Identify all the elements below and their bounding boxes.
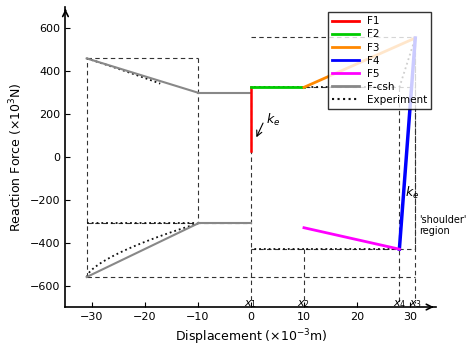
Y-axis label: Reaction Force ($\times10^3$N): Reaction Force ($\times10^3$N) [7,82,25,232]
Text: $k_e$: $k_e$ [266,112,280,128]
Text: $x_3$: $x_3$ [409,298,422,310]
Text: 'shoulder'
region: 'shoulder' region [419,215,467,236]
Text: $x_1$: $x_1$ [245,298,257,310]
Text: $x_2$: $x_2$ [298,298,310,310]
Text: $x_4$: $x_4$ [392,298,406,310]
Text: $k_e$: $k_e$ [405,185,419,201]
Legend: F1, F2, F3, F4, F5, F-csh, Experiment: F1, F2, F3, F4, F5, F-csh, Experiment [328,12,431,109]
X-axis label: Displacement ($\times10^{-3}$m): Displacement ($\times10^{-3}$m) [175,327,327,347]
